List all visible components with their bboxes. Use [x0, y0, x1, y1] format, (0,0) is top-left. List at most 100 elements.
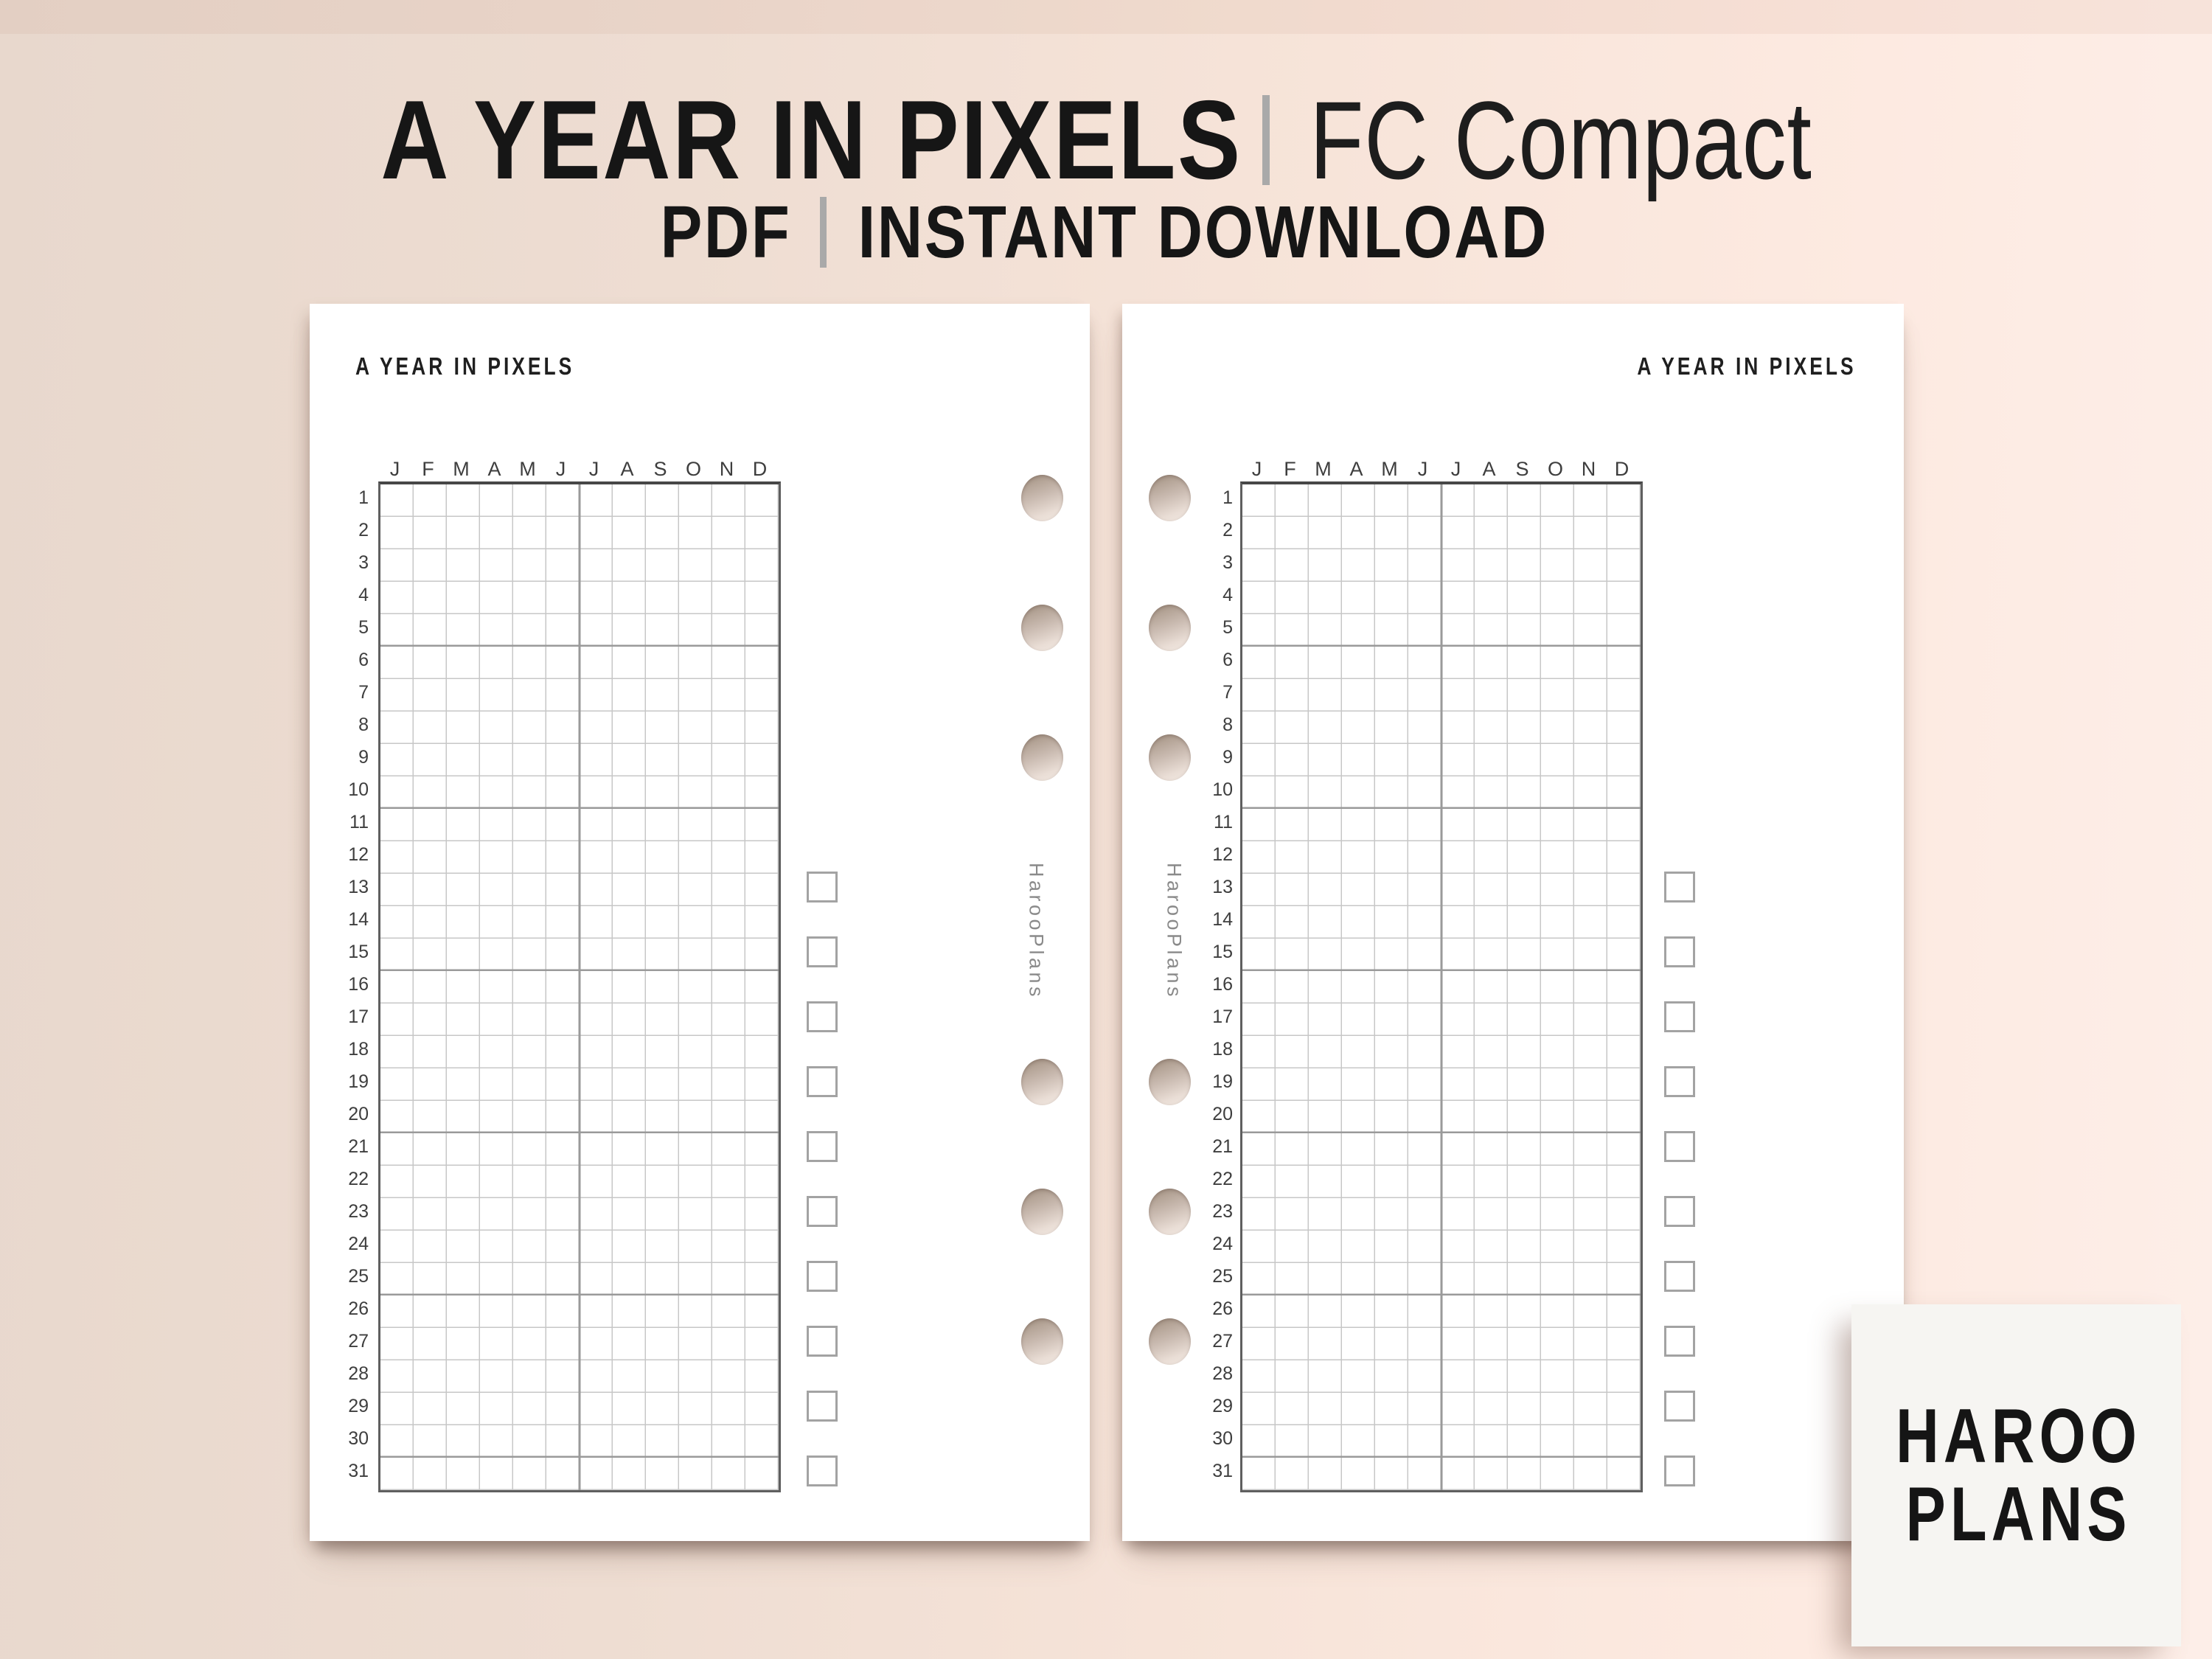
- day-number: 15: [348, 941, 369, 962]
- day-number: 26: [348, 1298, 369, 1319]
- month-letter: M: [1381, 457, 1398, 480]
- day-number: 7: [358, 681, 369, 703]
- checkbox: [807, 1066, 838, 1097]
- subtitle-separator-bar: [820, 197, 827, 268]
- day-number: 25: [1212, 1265, 1233, 1287]
- punch-hole: [1149, 475, 1191, 521]
- listing-subtitle-row: PDF INSTANT DOWNLOAD: [0, 191, 2212, 274]
- day-number: 16: [348, 973, 369, 995]
- punch-hole: [1021, 734, 1063, 781]
- listing-title-row: A YEAR IN PIXELS FC Compact: [0, 77, 2212, 203]
- month-letter: N: [719, 457, 734, 480]
- day-number: 12: [1212, 844, 1233, 865]
- day-number: 2: [1222, 519, 1233, 540]
- brand-card-line: PLANS: [1905, 1472, 2132, 1557]
- day-number: 13: [348, 876, 369, 897]
- month-letter: J: [1251, 457, 1262, 480]
- month-letter: J: [1450, 457, 1461, 480]
- day-number: 5: [358, 616, 369, 638]
- day-number: 4: [1222, 584, 1233, 605]
- checkbox: [807, 1131, 838, 1162]
- month-letter: O: [1547, 457, 1563, 480]
- day-number: 24: [1212, 1233, 1233, 1254]
- delivery-label: INSTANT DOWNLOAD: [858, 190, 1549, 274]
- brand-card-text: HAROO PLANS: [1891, 1397, 2141, 1554]
- day-number: 2: [358, 519, 369, 540]
- punch-hole: [1149, 605, 1191, 651]
- checkbox: [1664, 1326, 1695, 1357]
- month-letter: D: [1614, 457, 1630, 480]
- month-letter: F: [422, 457, 434, 480]
- day-number: 25: [348, 1265, 369, 1287]
- day-number: 27: [348, 1330, 369, 1352]
- brand-watermark-vertical: HarooPlans: [1025, 862, 1048, 1001]
- day-number: 8: [358, 714, 369, 735]
- page-title: A YEAR IN PIXELS: [1637, 352, 1857, 380]
- day-number: 4: [358, 584, 369, 605]
- month-letter: M: [519, 457, 536, 480]
- day-number: 8: [1222, 714, 1233, 735]
- month-letter: A: [1349, 457, 1363, 480]
- background-top-band: [0, 0, 2212, 34]
- day-number: 22: [348, 1168, 369, 1189]
- checkbox: [1664, 1196, 1695, 1227]
- day-number: 3: [1222, 552, 1233, 573]
- day-number: 12: [348, 844, 369, 865]
- checkbox: [1664, 872, 1695, 902]
- day-number: 5: [1222, 616, 1233, 638]
- day-number: 23: [348, 1200, 369, 1222]
- punch-hole: [1149, 734, 1191, 781]
- listing-title: A YEAR IN PIXELS: [380, 77, 1242, 203]
- day-number: 19: [348, 1071, 369, 1092]
- day-number: 9: [1222, 746, 1233, 768]
- day-number: 17: [1212, 1006, 1233, 1027]
- day-number: 9: [358, 746, 369, 768]
- month-letter: M: [1315, 457, 1332, 480]
- month-letter: M: [453, 457, 470, 480]
- day-number: 14: [348, 908, 369, 930]
- listing-variant-label: FC Compact: [1309, 77, 1812, 202]
- checkbox: [1664, 1131, 1695, 1162]
- brand-card: HAROO PLANS: [1851, 1304, 2181, 1646]
- day-number: 1: [358, 487, 369, 508]
- day-number: 7: [1222, 681, 1233, 703]
- punch-hole: [1149, 1059, 1191, 1105]
- day-number: 27: [1212, 1330, 1233, 1352]
- day-number: 26: [1212, 1298, 1233, 1319]
- month-letter: S: [1515, 457, 1529, 480]
- day-number: 11: [1214, 811, 1233, 832]
- month-letter: A: [1482, 457, 1496, 480]
- day-number: 23: [1212, 1200, 1233, 1222]
- month-letter: S: [653, 457, 667, 480]
- punch-hole: [1021, 605, 1063, 651]
- day-number: 10: [1212, 779, 1233, 800]
- day-number: 1: [1222, 487, 1233, 508]
- checkbox: [1664, 1261, 1695, 1292]
- day-number: 15: [1212, 941, 1233, 962]
- day-number: 11: [349, 811, 369, 832]
- day-number: 14: [1212, 908, 1233, 930]
- day-number: 13: [1212, 876, 1233, 897]
- checkbox: [1664, 1455, 1695, 1486]
- checkbox: [807, 1001, 838, 1032]
- punch-hole: [1021, 1189, 1063, 1235]
- punch-hole: [1149, 1318, 1191, 1365]
- day-number: 10: [348, 779, 369, 800]
- day-number: 28: [1212, 1363, 1233, 1384]
- checkbox: [807, 872, 838, 902]
- month-letter: O: [685, 457, 701, 480]
- month-letter: N: [1581, 457, 1596, 480]
- day-number: 20: [1212, 1103, 1233, 1124]
- month-letter: J: [1417, 457, 1428, 480]
- punch-hole: [1149, 1189, 1191, 1235]
- day-number: 16: [1212, 973, 1233, 995]
- page-title: A YEAR IN PIXELS: [355, 352, 575, 380]
- day-number: 29: [1212, 1395, 1233, 1416]
- day-number: 30: [1212, 1427, 1233, 1449]
- day-number: 21: [348, 1135, 369, 1157]
- day-number: 28: [348, 1363, 369, 1384]
- day-number: 24: [348, 1233, 369, 1254]
